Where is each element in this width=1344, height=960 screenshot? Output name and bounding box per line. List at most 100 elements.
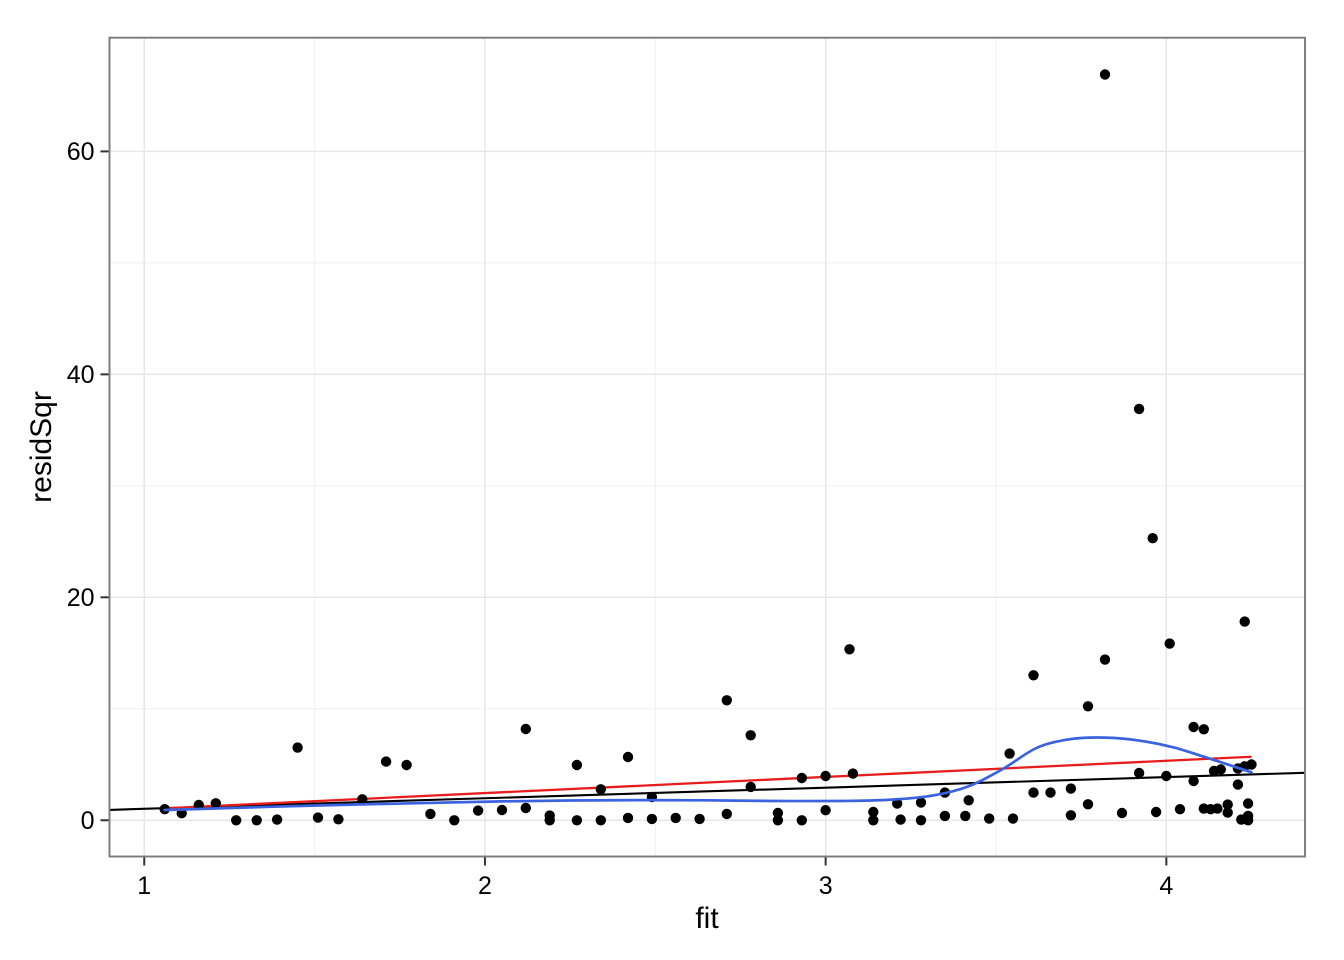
scatter-point <box>1242 810 1254 822</box>
regression-line-red <box>163 755 1252 810</box>
scatter-point <box>984 813 995 824</box>
scatter-point <box>1004 748 1015 759</box>
scatter-point <box>1246 759 1257 770</box>
scatter-point <box>796 815 807 826</box>
scatter-point <box>357 794 368 805</box>
scatter-point <box>694 813 705 825</box>
scatter-point <box>1082 701 1094 712</box>
x-tick-label-3: 3 <box>819 872 833 900</box>
scatter-point <box>1222 807 1233 818</box>
scatter-point <box>745 781 756 793</box>
scatter-point <box>312 812 324 823</box>
panel-border <box>108 36 1306 858</box>
scatter-point <box>520 802 531 814</box>
y-tick-label-0: 0 <box>81 807 95 835</box>
scatter-point <box>1082 799 1094 810</box>
scatter-point <box>1133 767 1145 779</box>
scatter-point <box>745 730 756 741</box>
scatter-point <box>292 742 303 753</box>
y-tick-label-40: 40 <box>67 361 95 389</box>
scatter-point <box>520 723 531 735</box>
scatter-point <box>796 772 807 784</box>
panel-background <box>109 37 1305 857</box>
scatter-point <box>895 814 906 825</box>
loess-curve-blue <box>163 736 1253 812</box>
scatter-point <box>1099 654 1111 665</box>
scatter-point <box>1150 806 1162 818</box>
scatter-point <box>915 815 927 826</box>
scatter-point <box>333 814 344 825</box>
scatter-point <box>231 815 242 826</box>
scatter-point <box>380 756 392 767</box>
y-axis-title: residSqr <box>25 391 58 503</box>
scatter-point <box>496 804 508 816</box>
x-axis-title: fit <box>695 902 719 935</box>
scatter-point <box>1188 775 1199 787</box>
x-tick-label-1: 1 <box>137 872 151 900</box>
y-tick-label-20: 20 <box>67 584 95 612</box>
scatter-point <box>772 815 784 826</box>
scatter-point <box>721 808 732 820</box>
scatter-point <box>1198 724 1210 735</box>
scatter-point <box>271 814 283 825</box>
scatter-point <box>1028 787 1039 798</box>
scatter-point <box>1188 721 1199 733</box>
scatter-point <box>646 813 658 825</box>
scatter-point <box>820 805 831 816</box>
scatter-point <box>1065 783 1077 794</box>
scatter-point <box>844 644 855 655</box>
scatter-point <box>868 815 879 826</box>
y-tick-label-60: 60 <box>67 138 95 166</box>
scatter-point <box>1147 533 1158 544</box>
scatter-point <box>622 812 634 824</box>
scatter-point <box>1232 779 1244 790</box>
scatter-point <box>847 768 859 779</box>
scatter-point <box>449 815 460 826</box>
scatter-point <box>670 812 681 824</box>
scatter-point <box>721 695 732 706</box>
scatter-point <box>1028 670 1039 681</box>
scatter-point <box>595 815 606 826</box>
scatter-point <box>1164 638 1175 649</box>
scatter-point <box>1222 799 1233 810</box>
scatter-point <box>251 815 262 826</box>
scatter-point <box>401 759 412 771</box>
minor-gridlines <box>109 37 1305 857</box>
scatter-point <box>1239 616 1250 627</box>
scatter-point <box>571 815 583 826</box>
scatter-point <box>1045 787 1056 798</box>
scatter-point <box>963 795 974 806</box>
major-gridlines <box>109 37 1305 857</box>
scatter-point <box>772 807 784 819</box>
reference-line-black <box>109 771 1306 811</box>
scatter-point <box>1065 810 1077 821</box>
x-tick-label-2: 2 <box>478 872 492 900</box>
scatter-point <box>1161 770 1172 782</box>
scatter-point <box>595 784 606 795</box>
scatter-point <box>544 815 555 826</box>
scatter-point <box>868 806 879 818</box>
scatter-point <box>1007 813 1019 824</box>
data-points <box>159 69 1257 826</box>
scatter-point <box>425 808 436 820</box>
scatter-point <box>1215 764 1227 775</box>
scatter-point <box>939 810 951 822</box>
scatter-point <box>1212 803 1223 814</box>
scatter-point <box>960 810 971 822</box>
scatter-point <box>571 759 583 771</box>
scatter-point <box>1099 69 1111 80</box>
scatter-point <box>1116 807 1128 819</box>
scatter-point <box>1242 798 1254 809</box>
scatter-point <box>622 751 634 763</box>
scatter-point <box>1174 804 1186 815</box>
x-tick-label-4: 4 <box>1159 872 1173 900</box>
scatter-point <box>472 805 484 816</box>
scatter-point <box>210 798 221 809</box>
scatter-point <box>820 770 831 782</box>
scatter-point <box>915 797 927 808</box>
scatter-point <box>892 798 903 809</box>
scatter-point <box>1133 403 1145 415</box>
